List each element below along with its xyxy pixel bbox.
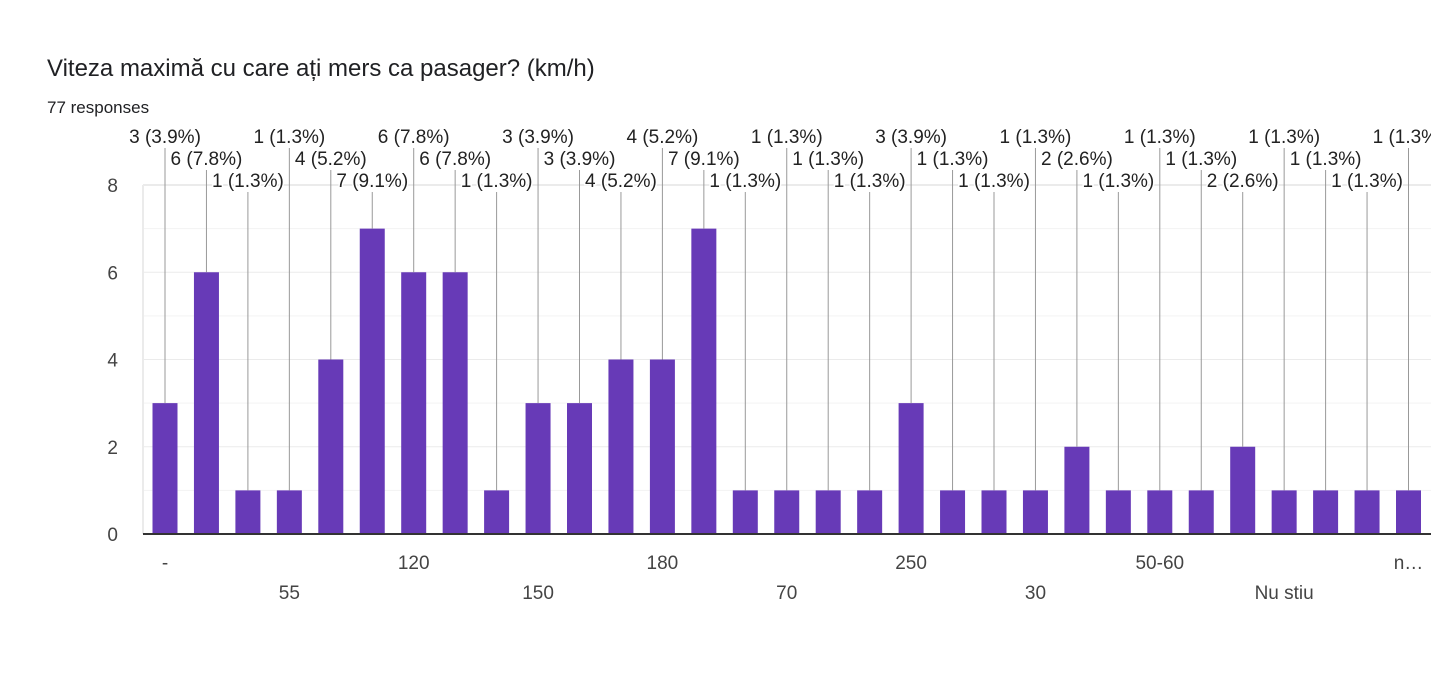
- data-label: 1 (1.3%): [917, 149, 989, 170]
- y-tick-label: 8: [107, 176, 118, 197]
- data-label: 3 (3.9%): [875, 127, 947, 148]
- bar: [898, 403, 924, 534]
- x-tick-label: 120: [398, 553, 430, 574]
- data-label: 6 (7.8%): [378, 127, 450, 148]
- bar: [152, 403, 178, 534]
- data-label: 1 (1.3%): [751, 127, 823, 148]
- data-label: 1 (1.3%): [212, 171, 284, 192]
- bar: [691, 228, 717, 534]
- bar: [193, 272, 219, 534]
- response-count: 77 responses: [47, 98, 150, 117]
- bar: [1313, 490, 1339, 534]
- y-tick-label: 2: [107, 438, 118, 459]
- chart-title: Viteza maximă cu care ați mers ca pasage…: [47, 55, 595, 82]
- data-label: 7 (9.1%): [336, 171, 408, 192]
- bar: [1064, 446, 1090, 534]
- bar: [359, 228, 385, 534]
- data-label: 1 (1.3%): [1165, 149, 1237, 170]
- bar: [1147, 490, 1173, 534]
- bar: [318, 359, 344, 534]
- y-tick-label: 4: [107, 351, 118, 372]
- data-label: 3 (3.9%): [129, 127, 201, 148]
- x-tick-label: 50-60: [1135, 553, 1184, 574]
- y-tick-label: 6: [107, 263, 118, 284]
- data-label: 1 (1.3%): [834, 171, 906, 192]
- bar: [1271, 490, 1297, 534]
- data-label: 1 (1.3%): [253, 127, 325, 148]
- bar: [1354, 490, 1380, 534]
- bar: [815, 490, 841, 534]
- data-label: 1 (1.3%): [1124, 127, 1196, 148]
- data-label: 1 (1.3%): [1373, 127, 1431, 148]
- bar: [649, 359, 675, 534]
- bar: [525, 403, 551, 534]
- bar: [857, 490, 883, 534]
- data-label: 1 (1.3%): [709, 171, 781, 192]
- x-tick-label: 55: [279, 583, 300, 604]
- x-tick-label: 30: [1025, 583, 1046, 604]
- data-label: 4 (5.2%): [626, 127, 698, 148]
- bar: [276, 490, 302, 534]
- x-tick-label: 180: [647, 553, 679, 574]
- data-label: 4 (5.2%): [295, 149, 367, 170]
- bar: [442, 272, 468, 534]
- x-tick-label: 250: [895, 553, 927, 574]
- x-tick-label: -: [162, 553, 168, 574]
- bar: [484, 490, 510, 534]
- data-label: 1 (1.3%): [1290, 149, 1362, 170]
- data-label: 1 (1.3%): [792, 149, 864, 170]
- data-label: 6 (7.8%): [419, 149, 491, 170]
- bar: [1230, 446, 1256, 534]
- bar: [401, 272, 427, 534]
- x-tick-label: 150: [522, 583, 554, 604]
- bar: [940, 490, 966, 534]
- x-tick-label: Nu stiu: [1255, 583, 1314, 604]
- data-label: 2 (2.6%): [1207, 171, 1279, 192]
- data-label: 1 (1.3%): [1331, 171, 1403, 192]
- data-label: 3 (3.9%): [502, 127, 574, 148]
- bar: [235, 490, 261, 534]
- bar: [1188, 490, 1214, 534]
- bar: [608, 359, 634, 534]
- data-label: 4 (5.2%): [585, 171, 657, 192]
- bar: [981, 490, 1007, 534]
- data-label: 1 (1.3%): [461, 171, 533, 192]
- x-tick-label: 70: [776, 583, 797, 604]
- data-label: 1 (1.3%): [1082, 171, 1154, 192]
- y-tick-label: 0: [107, 525, 118, 546]
- x-tick-label: n…: [1394, 553, 1424, 574]
- bar: [732, 490, 758, 534]
- data-label: 1 (1.3%): [958, 171, 1030, 192]
- data-label: 1 (1.3%): [1248, 127, 1320, 148]
- data-label: 2 (2.6%): [1041, 149, 1113, 170]
- data-label: 3 (3.9%): [544, 149, 616, 170]
- data-label: 7 (9.1%): [668, 149, 740, 170]
- bar: [567, 403, 592, 534]
- data-label: 1 (1.3%): [1000, 127, 1072, 148]
- bar: [774, 490, 800, 534]
- bar: [1396, 490, 1421, 534]
- data-label: 6 (7.8%): [171, 149, 243, 170]
- bar: [1105, 490, 1131, 534]
- bar: [1022, 490, 1048, 534]
